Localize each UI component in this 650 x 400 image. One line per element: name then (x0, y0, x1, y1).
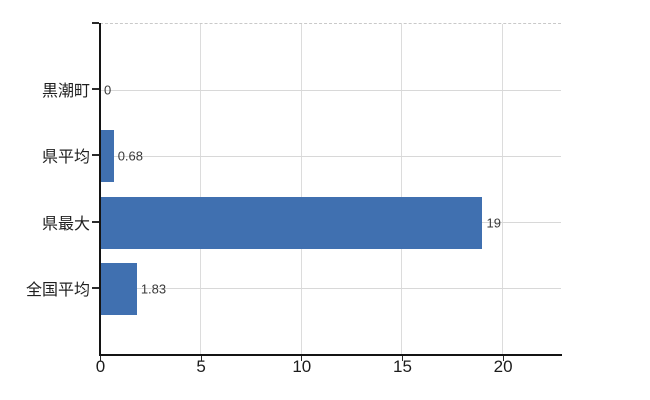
vertical-gridline (200, 24, 202, 355)
vertical-gridline (502, 24, 504, 355)
y-axis-tick (92, 88, 99, 91)
bar-value-label: 0 (104, 82, 112, 98)
x-axis-tick (100, 356, 101, 361)
bar (100, 196, 483, 249)
x-tick-label: 0 (95, 357, 106, 376)
y-axis-tick (92, 220, 99, 223)
x-tick-label: 10 (292, 357, 312, 376)
x-tick-label: 15 (392, 357, 412, 376)
bar-value-label: 1.83 (140, 281, 167, 297)
y-axis-tick (92, 22, 99, 24)
x-axis-tick (401, 356, 403, 361)
category-label: 県最大 (41, 215, 90, 233)
x-tick-label: 20 (493, 357, 513, 376)
category-label: 県平均 (41, 149, 90, 167)
x-axis-tick (301, 356, 303, 361)
vertical-gridline (401, 24, 403, 355)
bar-value-label: 19 (486, 215, 501, 231)
x-axis-tick (502, 356, 504, 361)
horizontal-gridline (100, 155, 561, 157)
plot-area: 0 0.68 19 1.83 (100, 23, 561, 355)
vertical-gridline (300, 24, 302, 355)
bar (100, 262, 137, 315)
bar (100, 130, 114, 183)
category-label: 黒潮町 (41, 83, 90, 101)
horizontal-gridline (100, 288, 561, 290)
x-axis-tick (200, 356, 202, 361)
y-axis-tick (92, 286, 99, 289)
y-axis-tick (92, 154, 99, 157)
category-label: 全国平均 (25, 281, 90, 299)
bar-value-label: 0.68 (117, 148, 143, 164)
x-tick-label: 5 (196, 357, 206, 376)
y-axis-line (99, 23, 101, 356)
horizontal-gridline (100, 89, 561, 91)
x-axis-line (99, 354, 562, 356)
